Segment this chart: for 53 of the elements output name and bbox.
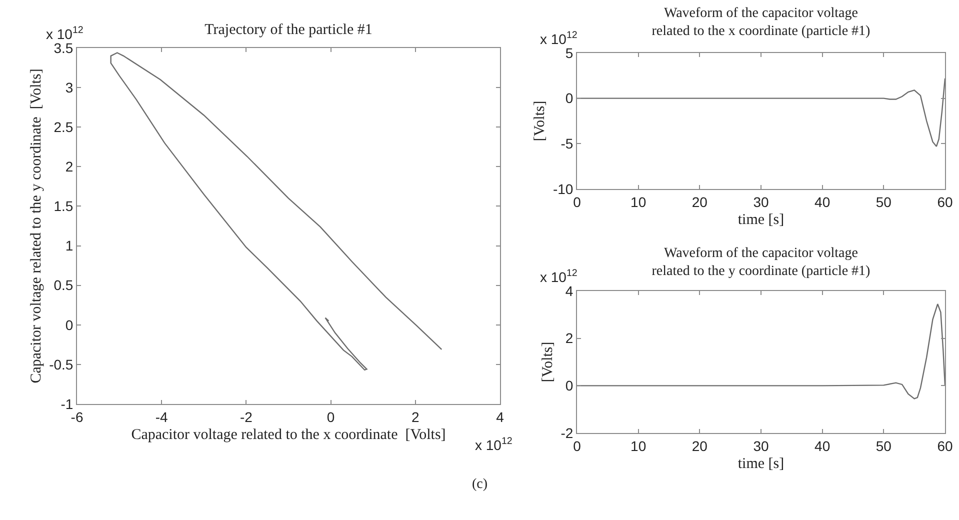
x-tick-label: 40: [814, 438, 830, 454]
y-tick-label: 4: [565, 282, 574, 299]
x-tick-label: -4: [155, 408, 168, 425]
y-tick-label: 3: [65, 79, 74, 96]
text: x 10$^{12}$: [540, 268, 578, 285]
x-tick-label: 2: [412, 408, 420, 425]
x-tick-label: 0: [326, 408, 335, 425]
y-tick-label: 0: [565, 378, 574, 394]
y-tick-label: 0.5: [54, 277, 74, 294]
x-tick-label: 60: [937, 438, 953, 454]
text: x 10$^{12}$: [46, 25, 84, 42]
x-tick-label: 50: [876, 438, 892, 454]
chart-title: Trajectory of the particle #1: [204, 22, 372, 38]
y-tick-label: -1: [60, 396, 74, 412]
x-tick-label: -2: [240, 408, 253, 425]
y-tick-label: 2.5: [54, 119, 74, 136]
x-tick-label: 20: [692, 194, 708, 210]
line-series: [110, 52, 442, 371]
x-tick-label: 50: [876, 194, 892, 210]
x-tick-label: 10: [630, 438, 646, 454]
y-tick-label: 0: [65, 316, 74, 333]
line-series: [577, 303, 945, 400]
y-tick-label: 1.5: [54, 198, 74, 214]
chart-title: Waveform of the capacitor voltage related to the x coordinate (particle #1): [652, 6, 871, 39]
y-tick-label: 5: [565, 44, 574, 61]
x-tick-label: -6: [70, 408, 84, 425]
y-tick-label: 0: [565, 90, 574, 106]
y-axis-title: Capacitor voltage related to the y coordinate [Volts]: [28, 68, 44, 384]
line-series: [577, 78, 945, 147]
y-tick-label: 1: [65, 238, 74, 254]
y-tick-label: 2: [565, 330, 574, 346]
text: x 10$^{12}$: [540, 30, 578, 47]
x-axis-title: time [s]: [738, 456, 784, 472]
x-tick-label: 30: [753, 438, 769, 454]
x-tick-label: 40: [814, 194, 830, 210]
x-tick-label: 30: [753, 194, 769, 210]
y-axis-title: [Volts]: [540, 342, 556, 382]
chart-title: Waveform of the capacitor voltage related to the y coordinate (particle #1): [652, 246, 871, 279]
y-axis-title: [Volts]: [532, 100, 548, 142]
text: x 10$^{12}$: [475, 436, 512, 453]
y-tick-label: -0.5: [49, 356, 74, 372]
x-tick-label: 4: [496, 408, 504, 425]
y-tick-label: 3.5: [54, 40, 74, 56]
y-tick-label: -2: [560, 424, 574, 441]
x-axis-title: Capacitor voltage related to the x coordinate [Volts]: [131, 426, 446, 443]
x-tick-label: 20: [692, 438, 708, 454]
x-tick-label: 10: [630, 194, 646, 210]
y-tick-label: -10: [552, 180, 574, 197]
text: (c): [472, 477, 488, 492]
x-axis-title: time [s]: [738, 212, 784, 228]
x-tick-label: 60: [937, 194, 953, 210]
y-tick-label: 2: [65, 158, 74, 175]
y-tick-label: -5: [560, 136, 574, 152]
